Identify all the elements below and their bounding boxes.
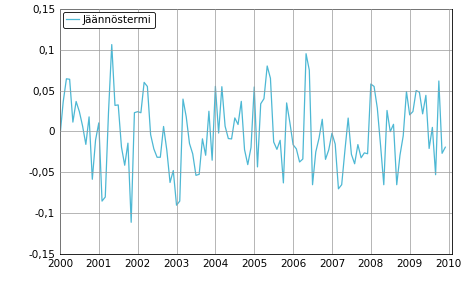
- Legend: Jäännöstermi: Jäännöstermi: [63, 12, 155, 28]
